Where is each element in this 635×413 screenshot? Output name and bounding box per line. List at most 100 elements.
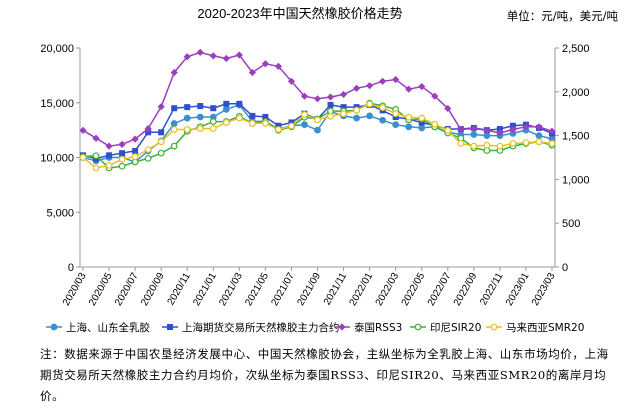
data-point 马来西亚SMR20 (379, 104, 387, 111)
data-point 马来西亚SMR20 (340, 110, 347, 118)
data-point 上海期货交易所天然橡胶主力合约 (509, 122, 516, 129)
data-point 泰国RSS3 (196, 48, 204, 56)
x-tick-label: 2020/09 (139, 271, 167, 308)
x-tick-label: 2022/07 (426, 271, 454, 308)
data-point 泰国RSS3 (105, 142, 113, 150)
data-point 上海、山东全乳胶 (366, 112, 374, 120)
data-point 上海、山东全乳胶 (535, 132, 543, 140)
data-point 泰国RSS3 (470, 124, 478, 133)
data-point 上海期货交易所天然橡胶主力合约 (249, 112, 256, 119)
data-point 泰国RSS3 (248, 68, 256, 77)
data-point 马来西亚SMR20 (92, 164, 100, 172)
data-point 印尼SIR20 (144, 154, 152, 162)
data-point 泰国RSS3 (222, 54, 230, 63)
chart-title: 2020-2023年中国天然橡胶价格走势 (197, 6, 402, 21)
data-point 上海期货交易所天然橡胶主力合约 (262, 113, 269, 120)
axes: 0 5,000 10,000 15,000 20,000 0 500 1,000 1,500 2,… (40, 43, 589, 308)
data-point 泰国RSS3 (92, 134, 100, 142)
x-tick-label: 2023/01 (504, 271, 532, 308)
data-point 泰国RSS3 (418, 82, 426, 91)
y-right-tick-label: 500 (562, 218, 580, 230)
legend-label: 上海、山东全乳胶 (66, 321, 150, 334)
y-left-tick-label: 10,000 (40, 153, 74, 165)
data-point 上海期货交易所天然橡胶主力合约 (184, 104, 191, 111)
data-point 泰国RSS3 (144, 124, 152, 133)
data-point 泰国RSS3 (261, 60, 269, 68)
data-point 上海期货交易所天然橡胶主力合约 (210, 105, 217, 112)
y-right-tick-label: 1,000 (562, 174, 590, 186)
data-point 泰国RSS3 (274, 62, 283, 70)
data-point 马来西亚SMR20 (548, 140, 556, 147)
data-point 上海、山东全乳胶 (418, 124, 426, 132)
data-point 泰国RSS3 (79, 126, 87, 134)
data-point 上海期货交易所天然橡胶主力合约 (119, 150, 126, 157)
x-tick-label: 2022/05 (400, 271, 428, 308)
data-point 上海、山东全乳胶 (170, 120, 178, 127)
data-point 上海、山东全乳胶 (222, 105, 230, 113)
x-tick-label: 2022/01 (348, 271, 376, 308)
y-right-tick-label: 2,000 (562, 87, 590, 99)
data-point 上海、山东全乳胶 (183, 114, 191, 122)
y-left-tick-label: 15,000 (40, 98, 74, 110)
data-point 印尼SIR20 (118, 162, 126, 170)
data-point 马来西亚SMR20 (196, 125, 204, 132)
data-point 上海期货交易所天然橡胶主力合约 (171, 105, 178, 112)
data-point 上海期货交易所天然橡胶主力合约 (158, 129, 165, 136)
data-point 泰国RSS3 (457, 125, 465, 134)
data-point 上海、山东全乳胶 (392, 121, 400, 129)
data-point 泰国RSS3 (313, 95, 322, 103)
series-line (82, 103, 553, 169)
data-point 泰国RSS3 (535, 123, 543, 131)
x-tick-label: 2022/09 (452, 271, 480, 308)
data-point 马来西亚SMR20 (483, 141, 491, 149)
data-point 马来西亚SMR20 (79, 154, 87, 161)
data-point 泰国RSS3 (509, 125, 517, 134)
x-tick-label: 2022/03 (374, 271, 402, 308)
legend-marker 泰国RSS3 (338, 323, 346, 331)
data-point 上海、山东全乳胶 (470, 131, 478, 138)
legend-marker 上海期货交易所天然橡胶主力合约 (167, 324, 173, 330)
chart-footnote: 注：数据来源于中国农垦经济发展中心、中国天然橡胶协会，主纵坐标为全乳胶上海、山东… (40, 347, 609, 403)
data-point 上海、山东全乳胶 (314, 126, 321, 134)
data-point 马来西亚SMR20 (431, 120, 439, 128)
data-point 上海期货交易所天然橡胶主力合约 (418, 119, 425, 126)
x-tick-label: 2021/01 (191, 271, 219, 308)
data-point 马来西亚SMR20 (470, 142, 478, 150)
y-right-tick-label: 2,500 (562, 43, 590, 55)
data-point 马来西亚SMR20 (288, 122, 295, 130)
x-tick-label: 2020/07 (113, 271, 141, 308)
data-point 马来西亚SMR20 (105, 161, 113, 169)
data-point 上海期货交易所天然橡胶主力合约 (236, 100, 243, 107)
data-point 泰国RSS3 (405, 85, 413, 93)
data-point 泰国RSS3 (444, 104, 452, 113)
data-point 泰国RSS3 (131, 135, 139, 143)
y-left-tick-label: 0 (68, 262, 74, 274)
legend-item: 马来西亚SMR20 (486, 322, 584, 334)
data-point 马来西亚SMR20 (157, 138, 165, 146)
data-point 泰国RSS3 (157, 103, 165, 111)
legend-label: 泰国RSS3 (354, 321, 402, 334)
data-point 马来西亚SMR20 (496, 142, 504, 150)
data-point 马来西亚SMR20 (144, 146, 152, 154)
data-point 马来西亚SMR20 (118, 155, 126, 163)
data-point 泰国RSS3 (548, 127, 556, 135)
legend-item: 上海期货交易所天然橡胶主力合约 (162, 321, 340, 334)
data-point 马来西亚SMR20 (235, 114, 243, 122)
data-point 印尼SIR20 (92, 152, 100, 160)
legend-item: 上海、山东全乳胶 (46, 321, 150, 334)
x-tick-label: 2021/03 (217, 271, 245, 308)
legend-label: 上海期货交易所天然橡胶主力合约 (182, 321, 340, 334)
data-point 上海期货交易所天然橡胶主力合约 (223, 100, 230, 107)
x-tick-label: 2021/05 (243, 271, 271, 308)
data-point 泰国RSS3 (366, 82, 374, 90)
y-right-tick-label: 1,500 (562, 131, 590, 143)
x-tick-label: 2020/05 (87, 271, 115, 308)
x-tick-label: 2020/11 (166, 271, 193, 308)
series-lines (79, 48, 556, 172)
data-point 马来西亚SMR20 (353, 106, 360, 114)
data-point 泰国RSS3 (183, 53, 191, 61)
data-point 印尼SIR20 (209, 118, 217, 125)
data-point 泰国RSS3 (496, 129, 504, 137)
legend: 上海、山东全乳胶 上海期货交易所天然橡胶主力合约 泰国RSS3 印尼SIR20 马来西亚… (46, 321, 584, 334)
